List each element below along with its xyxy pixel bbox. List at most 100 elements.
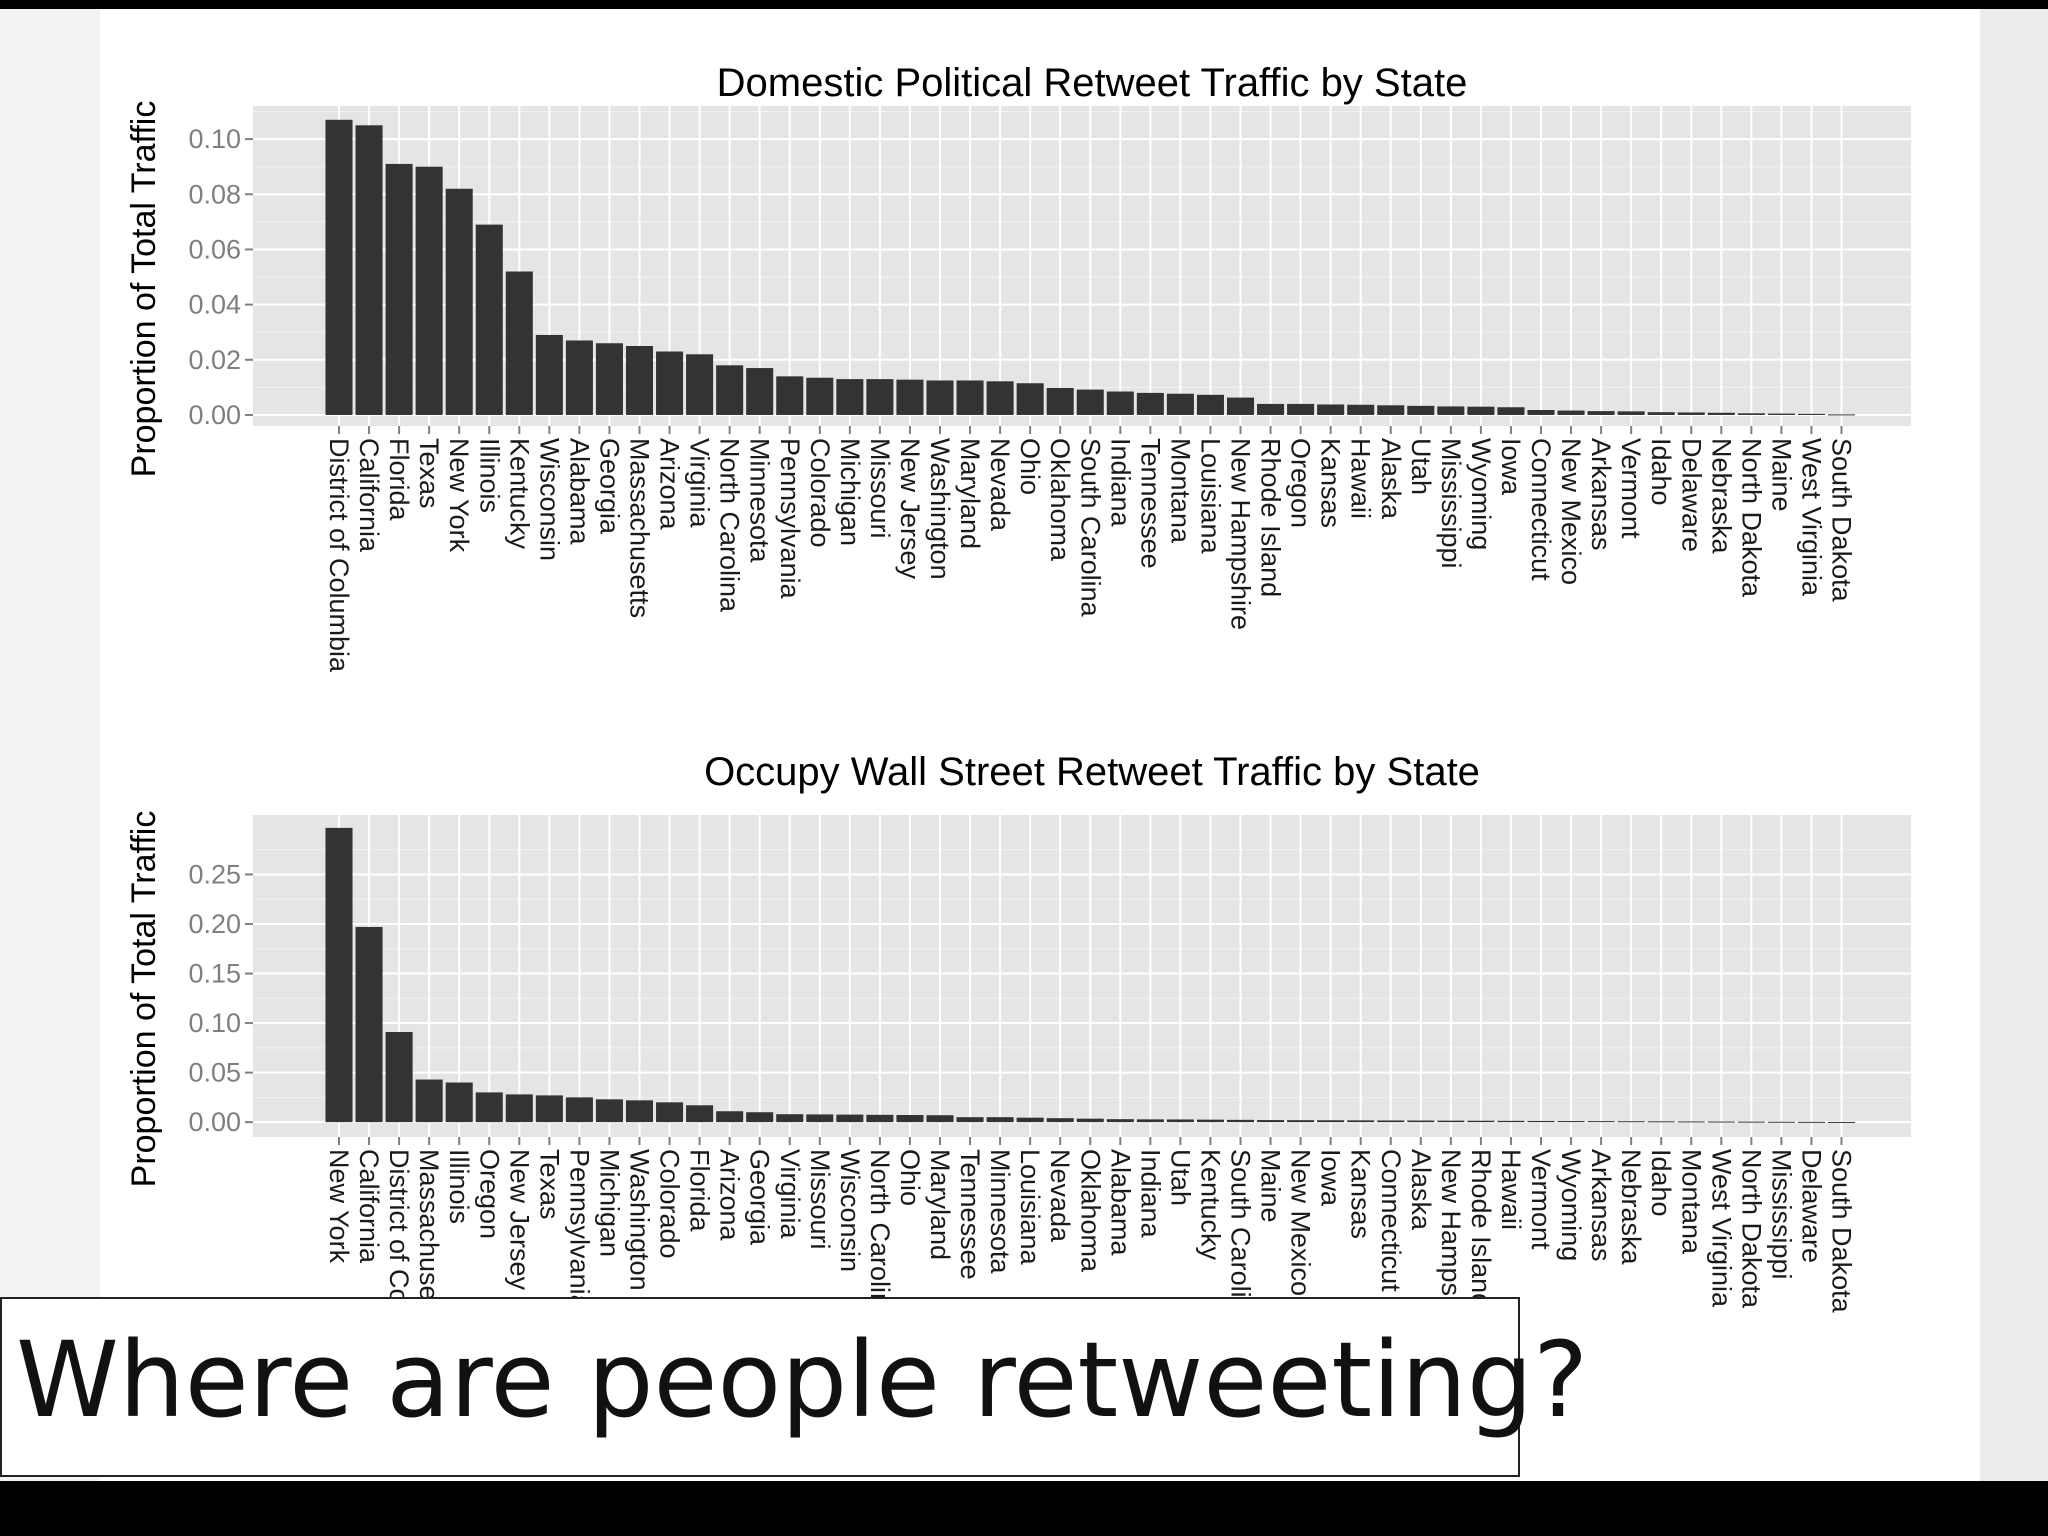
x-tick-label: New York: [324, 1149, 354, 1264]
x-tick-label: Vermont: [1616, 438, 1646, 539]
y-tick-label: 0.00: [188, 400, 241, 430]
slide: 0.00 0.02 0.04 0.06 0.08 0.10 District of Colu…: [0, 9, 2048, 1481]
bar-north-carolina: [866, 1114, 894, 1123]
bar-oregon: [1287, 403, 1315, 415]
bar-montana: [1677, 1121, 1705, 1123]
bar-minnesota: [986, 1117, 1014, 1123]
bar-delaware: [1797, 1121, 1825, 1123]
bar-maryland: [926, 1115, 954, 1123]
bar-tennessee: [1136, 392, 1164, 415]
bar-utah: [1407, 405, 1435, 415]
bar-wyoming: [1557, 1121, 1585, 1123]
bar-florida: [385, 163, 413, 415]
y-tick-label: 0.02: [188, 345, 241, 375]
x-tick-label: Georgia: [745, 1149, 775, 1246]
bar-oklahoma: [1076, 1118, 1104, 1123]
bar-ohio: [1016, 383, 1044, 415]
x-tick-label: Mississippi: [1766, 1149, 1796, 1280]
x-tick-label: North Carolina: [865, 1149, 895, 1324]
x-tick-label: Oregon: [474, 1149, 504, 1239]
bar-illinois: [445, 1082, 473, 1123]
x-tick-label: South Dakota: [1827, 438, 1857, 603]
x-tick-label: Idaho: [1646, 438, 1676, 506]
bar-wisconsin: [535, 334, 563, 415]
x-tick-label: Arizona: [655, 438, 685, 531]
y-tick-label: 0.05: [188, 1058, 241, 1088]
bar-pennsylvania: [565, 1097, 593, 1123]
x-tick-label: Texas: [534, 1149, 564, 1220]
x-tick-label: Alabama: [564, 438, 594, 546]
bar-west-virginia: [1707, 1121, 1735, 1123]
y-tick-label: 0.04: [188, 290, 241, 320]
bar-massachusetts: [625, 346, 654, 415]
x-tick-label: Alaska: [1376, 438, 1406, 520]
x-tick-label: Missouri: [805, 1149, 835, 1250]
bar-missouri: [806, 1114, 834, 1123]
bar-indiana: [1106, 391, 1134, 415]
y-tick-label: 0.25: [188, 859, 241, 889]
bar-texas: [535, 1095, 563, 1123]
y-tick-label: 0.10: [188, 124, 241, 154]
caption-text: Where are people retweeting?: [16, 1319, 1589, 1441]
bar-new-jersey: [505, 1094, 533, 1123]
bar-north-dakota: [1737, 413, 1765, 415]
x-tick-label: Tennessee: [955, 1149, 985, 1280]
x-tick-label: Utah: [1406, 438, 1436, 495]
bar-michigan: [595, 1099, 623, 1123]
bar-michigan: [836, 379, 864, 415]
x-tick-label: Texas: [414, 438, 444, 509]
x-tick-label: Pennsylvania: [775, 438, 805, 600]
x-tick-label: Florida: [384, 438, 414, 522]
bar-idaho: [1647, 1121, 1675, 1123]
bar-delaware: [1677, 412, 1705, 415]
right-margin-strip: [1980, 9, 2048, 1481]
x-tick-label: Kentucky: [1195, 1149, 1225, 1261]
chart-title: Domestic Political Retweet Traffic by St…: [717, 61, 1468, 105]
bar-kansas: [1317, 404, 1345, 415]
x-tick-label: Utah: [1165, 1149, 1195, 1206]
bar-new-york: [325, 827, 353, 1123]
x-tick-label: Connecticut: [1526, 438, 1556, 581]
bar-ohio: [896, 1115, 924, 1123]
bar-georgia: [746, 1112, 774, 1123]
x-tick-label: Nebraska: [1706, 438, 1736, 555]
bar-south-carolina: [1076, 389, 1104, 415]
x-tick-label: Montana: [1165, 438, 1195, 544]
x-tick-label: Delaware: [1796, 1149, 1826, 1263]
bar-massachusetts: [415, 1079, 443, 1123]
x-tick-label: Iowa: [1496, 438, 1526, 496]
x-tick-label: New York: [444, 438, 474, 553]
bar-rhode-island: [1467, 1120, 1495, 1123]
x-tick-label: Oregon: [1286, 438, 1316, 528]
x-tick-label: Maine: [1256, 1149, 1286, 1223]
bar-indiana: [1136, 1119, 1164, 1123]
x-tick-label: South Carolina: [1075, 438, 1105, 618]
x-tick-label: Ohio: [1015, 438, 1045, 495]
x-tick-label: Ohio: [895, 1149, 925, 1206]
x-tick-label: North Carolina: [715, 438, 745, 613]
x-tick-label: Florida: [685, 1149, 715, 1233]
x-tick-label: Massachusetts: [625, 438, 655, 618]
caption-box: Where are people retweeting?: [0, 1297, 1588, 1477]
bar-district-of-columbia: [325, 119, 353, 415]
x-tick-label: Nebraska: [1616, 1149, 1646, 1266]
x-tick-label: Michigan: [594, 1149, 624, 1257]
bar-mississippi: [1437, 406, 1465, 415]
bar-nebraska: [1707, 412, 1735, 415]
bar-pennsylvania: [776, 376, 804, 415]
bar-iowa: [1497, 407, 1525, 415]
bar-wyoming: [1467, 406, 1495, 415]
x-tick-label: Wisconsin: [835, 1149, 865, 1272]
bar-kentucky: [505, 271, 533, 415]
bar-nevada: [986, 381, 1014, 415]
x-tick-label: Oklahoma: [1045, 438, 1075, 562]
bar-oregon: [475, 1092, 503, 1123]
x-tick-label: Wyoming: [1466, 438, 1496, 550]
x-tick-label: Rhode Island: [1256, 438, 1286, 597]
bar-california: [355, 926, 383, 1123]
bar-west-virginia: [1797, 413, 1825, 415]
x-tick-label: New Mexico: [1556, 438, 1586, 585]
bar-virginia: [686, 354, 714, 415]
bar-alaska: [1407, 1120, 1435, 1123]
x-tick-label: Montana: [1676, 1149, 1706, 1255]
